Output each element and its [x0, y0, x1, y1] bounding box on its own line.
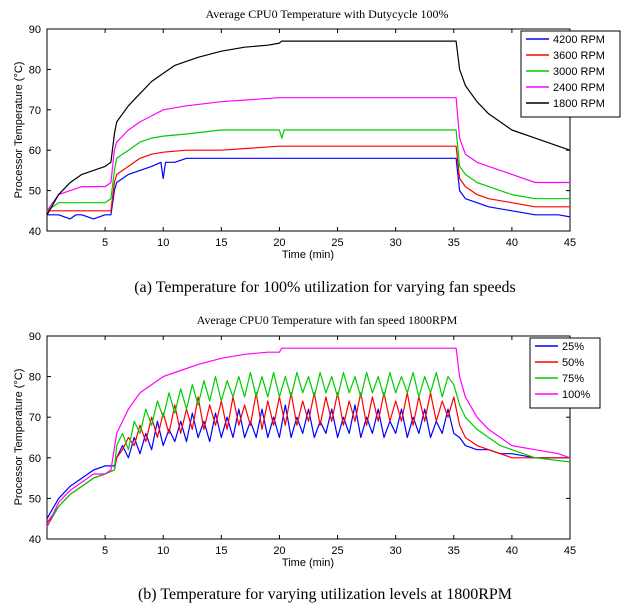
chart-b-x-tick-label: 20 — [273, 545, 285, 557]
chart-a-caption: (a) Temperature for 100% utilization for… — [134, 279, 516, 296]
chart-a-x-tick-label: 10 — [157, 237, 169, 249]
chart-a-legend-label: 4200 RPM — [553, 34, 605, 46]
chart-a-series-line-2400-rpm — [46, 97, 570, 212]
chart-b-legend-label: 75% — [562, 373, 584, 385]
chart-a-legend-label: 3600 RPM — [553, 50, 605, 62]
chart-b-x-tick-label: 15 — [215, 545, 227, 557]
chart-b-x-tick-label: 40 — [506, 545, 518, 557]
chart-a-y-tick-label: 40 — [29, 226, 41, 238]
chart-b-series-line-75 — [46, 371, 571, 528]
chart-a-legend-label: 2400 RPM — [553, 82, 605, 94]
chart-b-title: Average CPU0 Temperature with fan speed … — [197, 313, 458, 327]
chart-a-series-line-1800-rpm — [46, 40, 571, 216]
chart-b-y-tick-label: 70 — [29, 412, 41, 424]
chart-a-x-tick-label: 25 — [331, 237, 343, 249]
chart-a-y-tick-label: 70 — [29, 105, 41, 117]
chart-b-y-tick-label: 80 — [29, 372, 41, 384]
chart-a-x-tick-label: 45 — [564, 237, 576, 249]
chart-a-legend: 4200 RPM 3600 RPM 3000 RPM 2400 RPM 1800 RPM — [520, 30, 621, 118]
chart-a-y-tick-label: 50 — [29, 186, 41, 198]
chart-a-y-tick-label: 80 — [29, 64, 41, 76]
chart-a-x-axis-label: Time (min) — [282, 249, 334, 261]
chart-a-y-ticks: 40 50 60 70 80 90 — [29, 24, 570, 238]
chart-b-legend-label: 50% — [562, 357, 584, 369]
chart-a-legend-label: 3000 RPM — [553, 66, 605, 78]
chart-b-x-tick-label: 30 — [390, 545, 402, 557]
chart-b-series-lines — [46, 347, 571, 528]
chart-b-x-axis-label: Time (min) — [282, 557, 334, 569]
chart-b-x-tick-label: 35 — [448, 545, 460, 557]
chart-b: Average CPU0 Temperature with fan speed … — [13, 313, 601, 603]
chart-a-x-tick-label: 40 — [506, 237, 518, 249]
chart-a-y-tick-label: 60 — [29, 145, 41, 157]
chart-a: Average CPU0 Temperature with Dutycycle … — [13, 7, 621, 296]
chart-a-x-tick-label: 30 — [390, 237, 402, 249]
chart-b-legend-box — [529, 337, 601, 409]
chart-a-legend-label: 1800 RPM — [553, 98, 605, 110]
chart-a-title: Average CPU0 Temperature with Dutycycle … — [206, 7, 449, 21]
chart-b-y-axis-label: Processor Temperature (°C) — [13, 369, 25, 506]
chart-b-x-tick-label: 45 — [564, 545, 576, 557]
chart-b-y-tick-label: 60 — [29, 453, 41, 465]
chart-b-x-tick-label: 10 — [157, 545, 169, 557]
chart-b-y-tick-label: 40 — [29, 534, 41, 546]
chart-b-series-line-100 — [46, 347, 571, 528]
chart-b-series-line-50 — [46, 392, 570, 524]
chart-a-x-tick-label: 15 — [215, 237, 227, 249]
chart-b-x-tick-label: 25 — [331, 545, 343, 557]
chart-b-x-ticks: 5 10 15 20 25 30 35 40 45 — [102, 336, 576, 557]
chart-b-legend-label: 100% — [562, 389, 590, 401]
chart-b-x-tick-label: 5 — [102, 545, 108, 557]
chart-b-y-ticks: 40 50 60 70 80 90 — [29, 331, 570, 546]
chart-b-caption: (b) Temperature for varying utilization … — [138, 586, 512, 603]
chart-b-y-tick-label: 90 — [29, 331, 41, 343]
chart-a-series-line-3000-rpm — [46, 129, 570, 212]
chart-a-x-tick-label: 20 — [273, 237, 285, 249]
chart-b-legend-label: 25% — [562, 341, 584, 353]
chart-a-y-tick-label: 90 — [29, 24, 41, 36]
chart-b-y-tick-label: 50 — [29, 493, 41, 505]
chart-b-plot-area — [46, 335, 571, 540]
chart-a-y-axis-label: Processor Temperature (°C) — [13, 62, 25, 199]
chart-a-series-line-3600-rpm — [47, 145, 570, 212]
chart-a-x-tick-label: 35 — [448, 237, 460, 249]
chart-a-x-ticks: 5 10 15 20 25 30 35 40 45 — [102, 29, 576, 249]
chart-a-x-tick-label: 5 — [102, 237, 108, 249]
chart-b-legend: 25% 50% 75% 100% — [529, 337, 601, 409]
chart-a-series-lines — [46, 40, 571, 220]
chart-a-series-line-4200-rpm — [47, 157, 571, 220]
